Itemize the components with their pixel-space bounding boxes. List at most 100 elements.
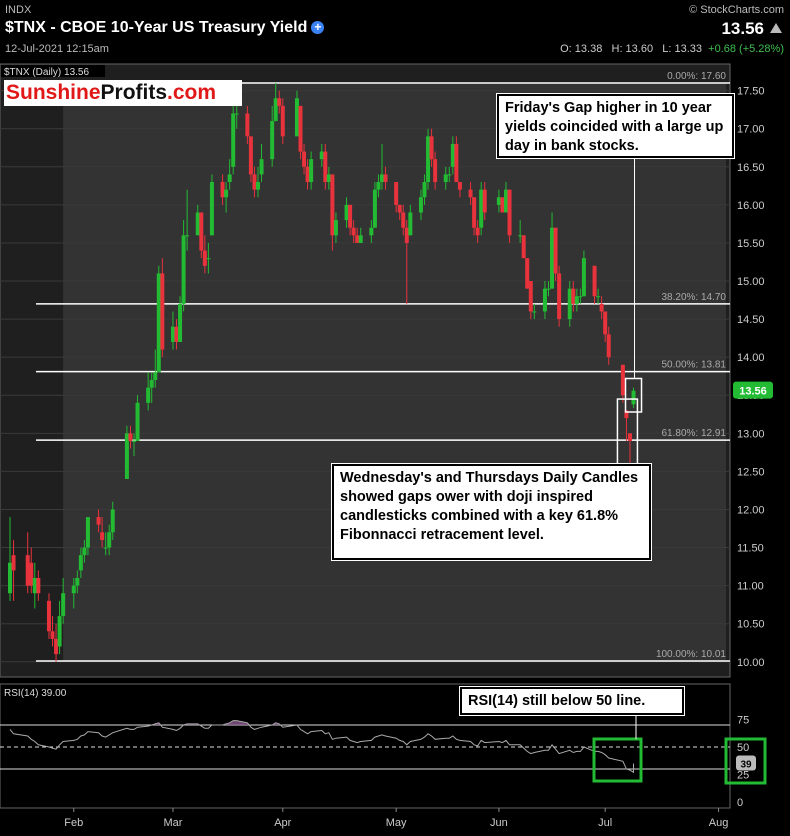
rsi-legend: RSI(14) 39.00 (4, 688, 67, 699)
candle-body (78, 555, 83, 571)
candle (479, 182, 484, 236)
candle (71, 578, 76, 609)
fib-level-label: 0.00%: 17.60 (667, 71, 726, 82)
candle-body (550, 227, 555, 289)
candle-body (248, 136, 253, 175)
candle-body (358, 235, 363, 243)
candle-body (571, 288, 576, 304)
candle-body (170, 326, 175, 342)
candle-body (231, 113, 236, 167)
add-plus-icon[interactable]: + (311, 21, 325, 34)
candle-body (110, 509, 115, 533)
candle-body (553, 227, 558, 274)
candle (518, 220, 523, 243)
candle-body (135, 402, 140, 441)
candle-body (578, 296, 583, 298)
candle (270, 105, 275, 167)
candle (78, 547, 83, 579)
candle-body (270, 121, 275, 160)
candle-body (518, 235, 523, 237)
candle (298, 105, 303, 160)
candle (61, 578, 66, 624)
candle-body (209, 182, 214, 236)
candle-body (507, 189, 512, 236)
candle (532, 303, 537, 320)
last-price-value: 13.56 (721, 19, 764, 38)
candle (11, 539, 16, 601)
candle-body (156, 273, 161, 373)
triangle-up-icon (770, 23, 782, 33)
candle (525, 258, 530, 289)
candle-body (302, 151, 307, 167)
price-tick-label: 12.00 (737, 504, 765, 516)
last-price: 13.56 (721, 19, 782, 39)
candle (103, 532, 108, 556)
x-tick-label: Jun (490, 817, 508, 829)
candle-body (528, 281, 533, 312)
candle-body (557, 273, 562, 320)
candle-body (596, 296, 601, 298)
annotation-overlay (592, 158, 767, 785)
candle-body (178, 303, 183, 342)
candle (277, 90, 282, 114)
candle-body (401, 212, 406, 228)
low-value: L: 13.33 (662, 43, 703, 55)
candle (75, 570, 80, 594)
price-tick-label: 15.50 (737, 238, 765, 250)
candle (624, 410, 629, 441)
candle (574, 288, 579, 312)
candle-body (383, 174, 388, 183)
candle-body (397, 204, 402, 213)
candle (581, 250, 586, 297)
candle-body (11, 555, 16, 571)
candle-body (29, 562, 34, 586)
candle-body (199, 212, 204, 251)
rsi-tick-label: 50 (737, 742, 749, 754)
candle (209, 174, 214, 236)
candle-body (131, 440, 136, 442)
candle (29, 547, 34, 594)
candle-body (351, 227, 356, 236)
price-legend: $TNX (Daily) 13.56 (4, 67, 89, 78)
candle-body (592, 265, 597, 297)
candle (507, 189, 512, 243)
candle-body (376, 182, 381, 190)
candle (404, 220, 409, 304)
candle (454, 136, 459, 183)
candle (596, 288, 601, 304)
logo-part-3: .com (167, 81, 217, 104)
candle (372, 182, 377, 228)
candle-body (298, 105, 303, 152)
candle-body (369, 227, 374, 236)
candle (578, 288, 583, 304)
candle (259, 143, 264, 183)
candle (149, 372, 154, 403)
candle (443, 166, 448, 190)
candle (553, 227, 558, 282)
candle-body (220, 182, 225, 198)
candle-body (379, 174, 384, 183)
candle-body (404, 227, 409, 243)
candle (567, 281, 572, 327)
candle (521, 235, 526, 259)
candle (401, 204, 406, 236)
brand-label[interactable]: © StockCharts.com (689, 4, 784, 16)
candle (468, 182, 473, 205)
candle (100, 517, 105, 548)
candle (323, 143, 328, 190)
candle (351, 220, 356, 243)
fib-level-label: 61.80%: 12.91 (662, 428, 727, 439)
fib-level-label: 100.00%: 10.01 (656, 649, 726, 660)
candle (358, 227, 363, 243)
candle-body (521, 235, 526, 259)
candle-body (8, 562, 12, 594)
rsi-badge: 39 (740, 760, 752, 771)
candle-body (627, 433, 632, 441)
candle (131, 433, 136, 457)
candle (181, 220, 186, 312)
candle (383, 166, 388, 190)
candle (54, 623, 59, 662)
candle (178, 296, 183, 342)
candle-body (107, 532, 112, 548)
candle-body (85, 517, 90, 548)
